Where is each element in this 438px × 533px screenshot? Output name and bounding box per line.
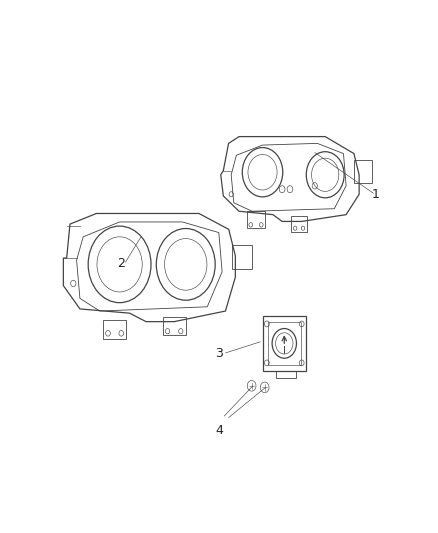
Text: 2: 2 [117, 257, 125, 270]
Text: 1: 1 [372, 189, 380, 201]
Text: 4: 4 [215, 424, 223, 438]
Text: 3: 3 [215, 348, 223, 360]
